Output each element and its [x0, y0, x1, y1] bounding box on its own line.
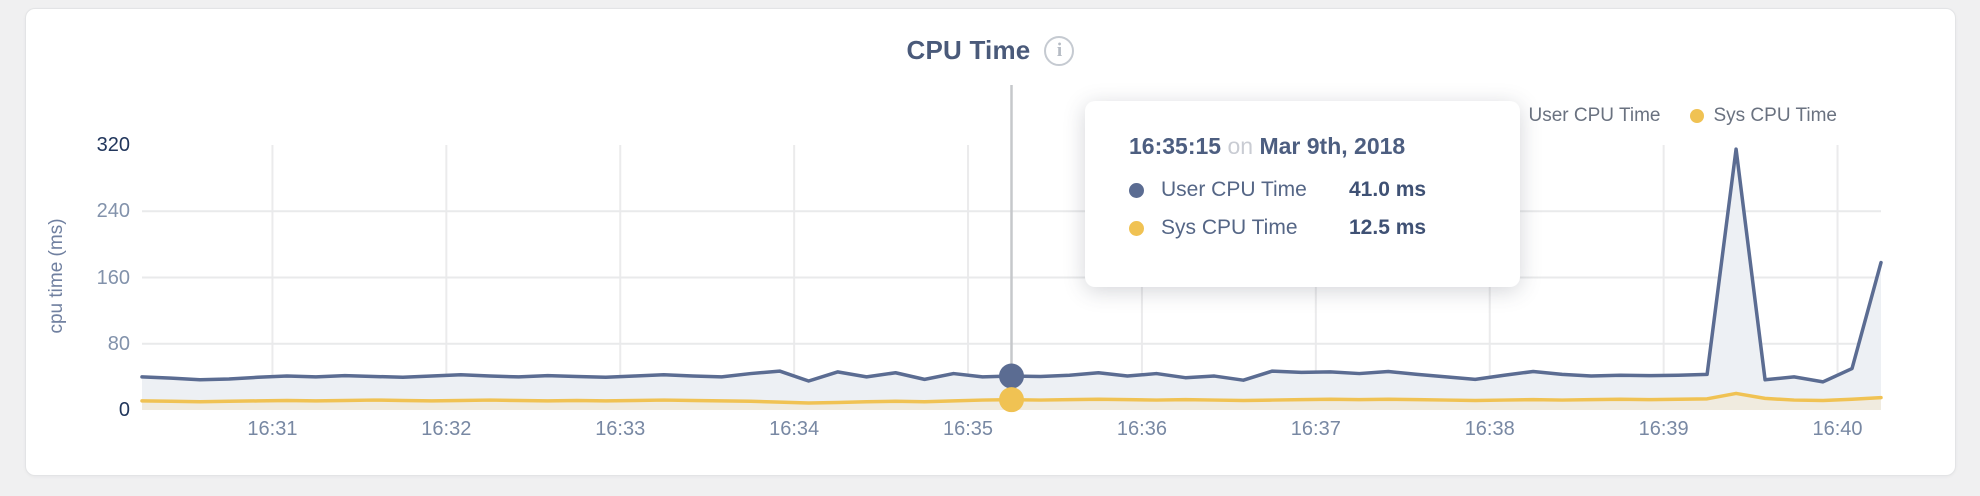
sys-series-dot-icon — [1690, 109, 1705, 123]
tooltip-conjunction: on — [1227, 133, 1254, 159]
user-cpu-area — [142, 149, 1881, 410]
legend-item-user-cpu-time[interactable]: User CPU Time — [1505, 105, 1661, 127]
tooltip-series-value: 41.0 ms — [1349, 178, 1427, 201]
page-title: CPU Time — [906, 35, 1031, 65]
tooltip-row-user: User CPU Time 41.0 ms — [1129, 178, 1476, 202]
chart-legend: User CPU Time Sys CPU Time — [1505, 105, 1837, 127]
tooltip-series-label: Sys CPU Time — [1161, 216, 1298, 239]
tooltip-header: 16:35:15 on Mar 9th, 2018 — [1129, 133, 1476, 160]
user-series-dot-icon — [1129, 182, 1144, 198]
chart-header: CPU Time i — [26, 35, 1955, 66]
legend-label: User CPU Time — [1528, 105, 1661, 126]
info-icon[interactable]: i — [1044, 35, 1075, 66]
legend-item-sys-cpu-time[interactable]: Sys CPU Time — [1690, 105, 1837, 127]
chart-tooltip: 16:35:15 on Mar 9th, 2018 User CPU Time … — [1085, 101, 1520, 287]
user-hover-marker[interactable] — [999, 363, 1024, 389]
tooltip-series-label: User CPU Time — [1161, 178, 1307, 201]
tooltip-series-value: 12.5 ms — [1349, 216, 1427, 239]
legend-label: Sys CPU Time — [1713, 105, 1837, 126]
sys-series-dot-icon — [1129, 220, 1144, 236]
tooltip-time: 16:35:15 — [1129, 133, 1222, 159]
sys-hover-marker[interactable] — [999, 387, 1024, 413]
tooltip-row-sys: Sys CPU Time 12.5 ms — [1129, 216, 1476, 240]
tooltip-date: Mar 9th, 2018 — [1259, 133, 1406, 159]
